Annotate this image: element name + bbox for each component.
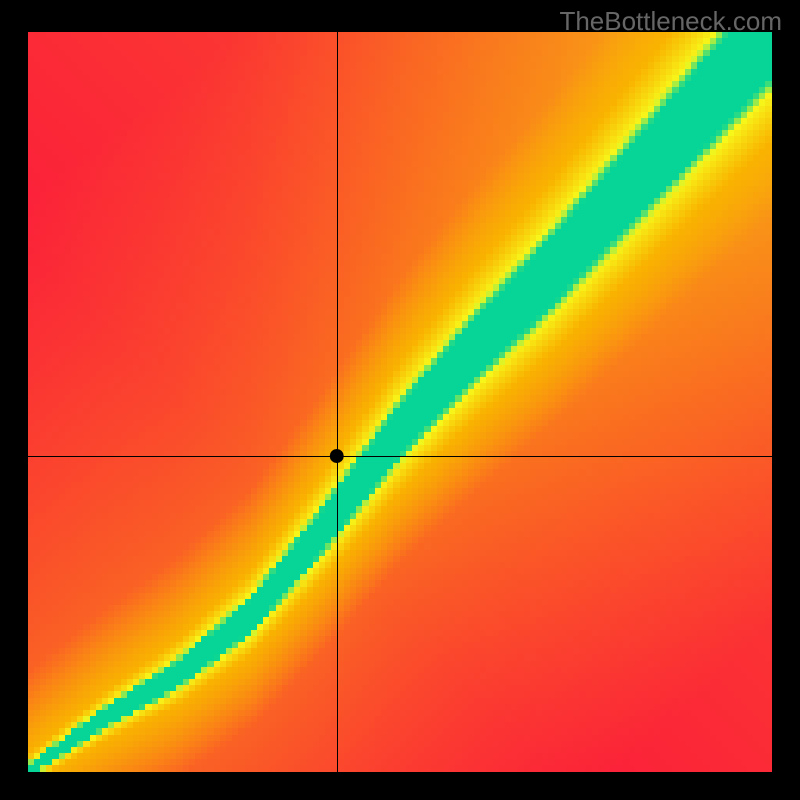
chart-container: TheBottleneck.com (0, 0, 800, 800)
watermark-text: TheBottleneck.com (559, 6, 782, 37)
bottleneck-heatmap (28, 32, 772, 772)
